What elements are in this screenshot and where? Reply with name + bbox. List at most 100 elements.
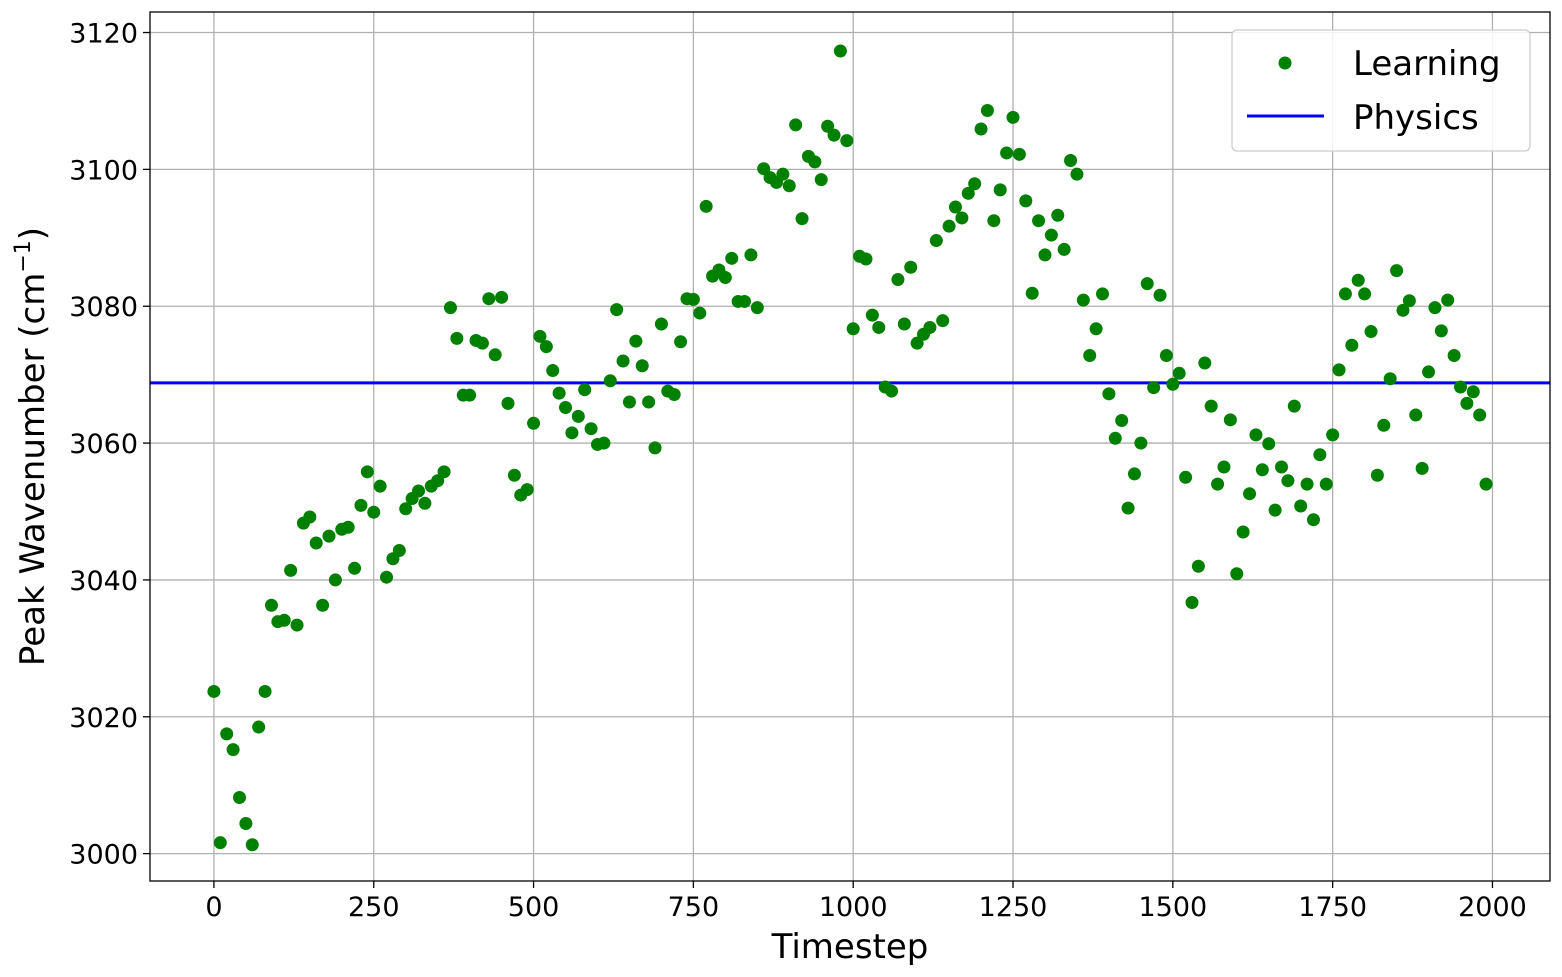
learning-point — [635, 359, 649, 373]
x-tick-label: 1500 — [1138, 892, 1207, 923]
learning-point — [987, 214, 1001, 228]
learning-point — [226, 743, 240, 757]
learning-point — [686, 292, 700, 306]
learning-point — [1211, 477, 1225, 491]
learning-point — [1402, 294, 1416, 308]
learning-point — [450, 331, 464, 345]
learning-point — [1115, 413, 1129, 427]
learning-point — [411, 484, 425, 498]
learning-point — [399, 502, 413, 516]
learning-point — [1204, 399, 1218, 413]
learning-point — [597, 436, 611, 450]
learning-point — [303, 510, 317, 524]
learning-point — [559, 400, 573, 414]
learning-point — [1351, 273, 1365, 287]
y-tick-label: 3120 — [69, 19, 138, 50]
y-tick-label: 3080 — [69, 292, 138, 323]
y-axis-label-suffix: ) — [13, 227, 53, 240]
learning-point — [1134, 436, 1148, 450]
learning-point — [1057, 242, 1071, 256]
learning-point — [437, 465, 451, 479]
legend-physics-label: Physics — [1353, 98, 1479, 138]
x-tick-label: 1750 — [1298, 892, 1367, 923]
learning-point — [1409, 408, 1423, 422]
learning-point — [360, 465, 374, 479]
learning-point — [1006, 110, 1020, 124]
learning-point — [443, 301, 457, 315]
learning-point — [897, 317, 911, 331]
learning-point — [699, 199, 713, 213]
learning-point — [1012, 147, 1026, 161]
learning-point — [993, 183, 1007, 197]
learning-point — [475, 336, 489, 350]
learning-point — [232, 791, 246, 805]
learning-point — [488, 348, 502, 362]
learning-point — [872, 320, 886, 334]
learning-point — [1275, 460, 1289, 474]
learning-point — [846, 322, 860, 336]
learning-point — [654, 317, 668, 331]
learning-point — [264, 598, 278, 612]
learning-point — [929, 234, 943, 248]
learning-point — [1236, 525, 1250, 539]
learning-point — [1159, 348, 1173, 362]
learning-point — [674, 335, 688, 349]
learning-point — [1441, 293, 1455, 307]
y-tick-label: 3100 — [69, 155, 138, 186]
y-axis-label-main: Peak Wavenumber (cm — [13, 273, 53, 666]
learning-point — [1390, 264, 1404, 278]
learning-point — [354, 498, 368, 512]
learning-point — [955, 211, 969, 225]
x-tick-label: 1000 — [819, 892, 888, 923]
learning-point — [380, 570, 394, 584]
learning-point — [1121, 501, 1135, 515]
learning-point — [923, 320, 937, 334]
x-tick-label: 250 — [348, 892, 400, 923]
learning-point — [725, 251, 739, 265]
learning-point — [584, 422, 598, 436]
x-tick-label: 500 — [508, 892, 560, 923]
y-axis-label: Peak Wavenumber (cm−1) — [11, 227, 53, 666]
learning-point — [1000, 146, 1014, 160]
learning-point — [1108, 431, 1122, 445]
learning-point — [1223, 413, 1237, 427]
learning-point — [622, 395, 636, 409]
learning-point — [1428, 301, 1442, 315]
learning-point — [782, 179, 796, 193]
learning-point — [648, 441, 662, 455]
learning-point — [316, 598, 330, 612]
learning-point — [552, 386, 566, 400]
learning-point — [495, 290, 509, 304]
learning-point — [1083, 348, 1097, 362]
learning-point — [207, 684, 221, 698]
learning-series — [207, 44, 1493, 852]
learning-point — [322, 529, 336, 543]
learning-point — [795, 212, 809, 226]
learning-point — [1166, 377, 1180, 391]
learning-point — [1070, 167, 1084, 181]
x-tick-label: 0 — [205, 892, 222, 923]
learning-point — [1422, 365, 1436, 379]
learning-point — [750, 301, 764, 315]
learning-point — [789, 118, 803, 132]
learning-point — [309, 536, 323, 550]
learning-point — [616, 354, 630, 368]
learning-point — [744, 248, 758, 262]
learning-point — [1338, 287, 1352, 301]
learning-point — [1102, 387, 1116, 401]
learning-point — [865, 308, 879, 322]
learning-point — [392, 544, 406, 558]
learning-point — [1358, 287, 1372, 301]
learning-point — [776, 167, 790, 181]
learning-point — [1466, 385, 1480, 399]
learning-point — [1377, 418, 1391, 432]
learning-point — [891, 273, 905, 287]
learning-point — [482, 292, 496, 306]
learning-point — [1096, 287, 1110, 301]
learning-point — [603, 374, 617, 388]
y-tick-label: 3060 — [69, 429, 138, 460]
learning-point — [1089, 322, 1103, 336]
learning-point — [373, 479, 387, 493]
learning-point — [1434, 324, 1448, 338]
learning-point — [546, 364, 560, 378]
